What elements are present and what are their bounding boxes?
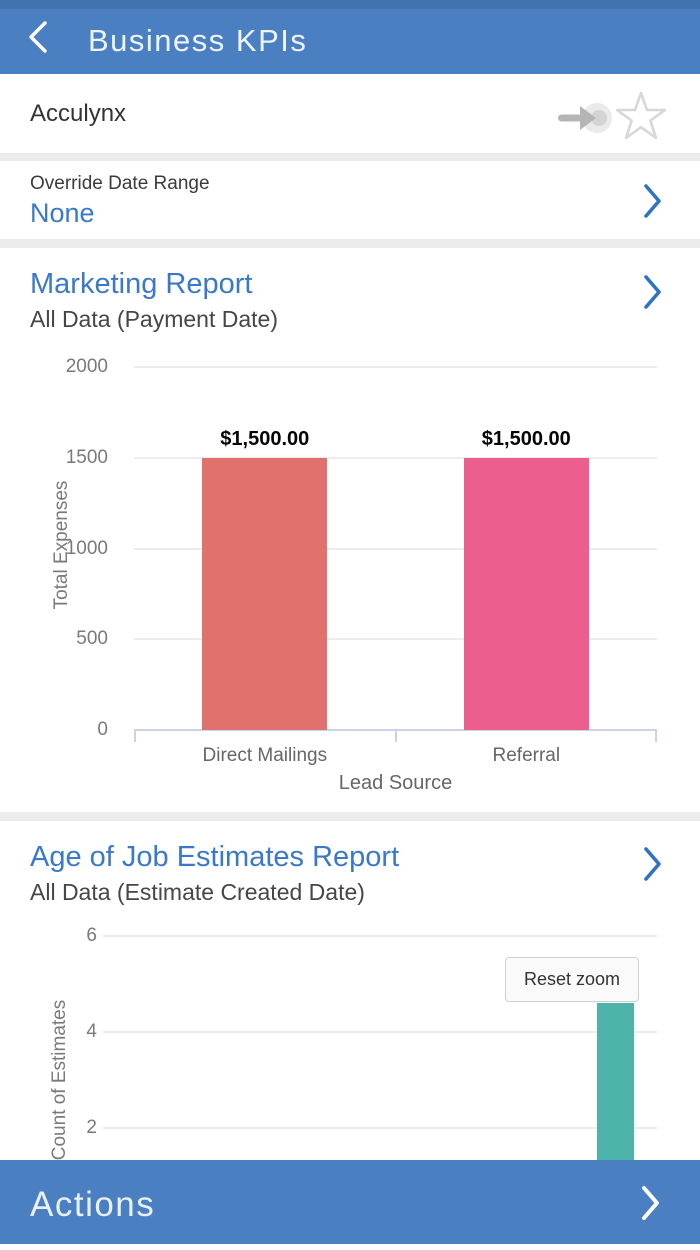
x-axis-tick xyxy=(134,729,136,742)
marketing-report-bar-chart: 0 500 1000 1500 2000 $1,500.00 Direct Mailings… xyxy=(0,355,700,805)
bar-referral[interactable] xyxy=(463,457,589,731)
age-of-job-estimates-subtitle: All Data (Estimate Created Date) xyxy=(30,879,365,905)
y-axis-tick-label: 0 xyxy=(97,719,108,740)
marketing-report-section: Marketing Report All Data (Payment Date)… xyxy=(0,248,700,812)
y-axis-tick-label: 500 xyxy=(76,628,108,650)
y-gridline xyxy=(103,935,657,937)
bar-direct-mailings[interactable] xyxy=(202,457,328,731)
section-separator xyxy=(0,812,700,821)
x-axis-tick xyxy=(655,729,657,742)
y-axis-tick-label: 1000 xyxy=(65,537,108,559)
chevron-right-icon[interactable] xyxy=(642,182,664,220)
actions-label: Actions xyxy=(30,1185,156,1224)
chevron-right-icon[interactable] xyxy=(642,845,664,883)
chevron-right-icon xyxy=(642,1186,659,1220)
x-category-label: Direct Mailings xyxy=(202,745,328,766)
x-axis-title: Lead Source xyxy=(338,772,453,794)
override-date-range-value: None xyxy=(30,198,95,228)
age-of-job-estimates-section: Age of Job Estimates Report All Data (Es… xyxy=(0,821,700,1160)
y-axis-tick-label: 6 xyxy=(86,925,97,946)
actions-bar[interactable]: Actions xyxy=(0,1160,700,1244)
override-date-range-label: Override Date Range xyxy=(30,173,210,194)
chevron-left-icon xyxy=(29,21,47,53)
y-axis-tick-label: 1500 xyxy=(65,446,108,468)
x-axis-tick xyxy=(394,729,397,742)
bar-value-label: $1,500.00 xyxy=(481,427,571,450)
y-gridline xyxy=(134,456,657,459)
x-category-label: Referral xyxy=(492,745,561,766)
y-axis-title: Count of Estimates xyxy=(49,999,70,1160)
y-axis-tick-label: 4 xyxy=(86,1021,97,1042)
y-gridline xyxy=(134,547,657,550)
marketing-report-subtitle: All Data (Payment Date) xyxy=(30,306,278,332)
y-gridline xyxy=(134,366,657,368)
y-axis-title: Total Expenses xyxy=(51,480,72,610)
y-axis-tick-label: 2 xyxy=(86,1117,97,1138)
account-name: Acculynx xyxy=(30,100,127,127)
marketing-report-link[interactable]: Marketing Report xyxy=(30,268,253,300)
page-title: Business KPIs xyxy=(88,23,308,58)
reset-zoom-button[interactable]: Reset zoom xyxy=(505,957,639,1002)
estimates-bar[interactable] xyxy=(597,1003,634,1160)
age-of-job-estimates-bar-chart: Reset zoom 6 4 2 Count of Estimates xyxy=(0,915,700,1160)
bar-value-label: $1,500.00 xyxy=(220,427,310,450)
star-icon[interactable] xyxy=(615,90,667,145)
y-gridline xyxy=(134,638,657,641)
age-of-job-estimates-link[interactable]: Age of Job Estimates Report xyxy=(30,841,400,873)
y-axis-tick-label: 2000 xyxy=(65,356,108,377)
account-row: Acculynx xyxy=(0,74,700,153)
section-separator xyxy=(0,153,700,161)
status-bar xyxy=(0,0,700,9)
section-separator xyxy=(0,239,700,248)
y-gridline xyxy=(103,1031,657,1033)
top-nav-bar: Business KPIs xyxy=(0,0,700,74)
chevron-right-icon[interactable] xyxy=(642,273,664,311)
y-gridline xyxy=(103,1127,657,1129)
back-button[interactable] xyxy=(24,19,50,55)
send-to-target-icon[interactable] xyxy=(556,95,614,146)
override-date-range-row[interactable]: Override Date Range None xyxy=(0,161,700,239)
